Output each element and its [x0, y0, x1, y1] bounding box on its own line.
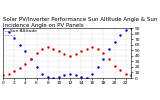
Text: Solar PV/Inverter Performance Sun Altitude Angle & Sun Incidence Angle on PV Pan: Solar PV/Inverter Performance Sun Altitu…	[3, 17, 158, 28]
Legend: Sun Altitude, ----: Sun Altitude, ----	[4, 29, 37, 38]
